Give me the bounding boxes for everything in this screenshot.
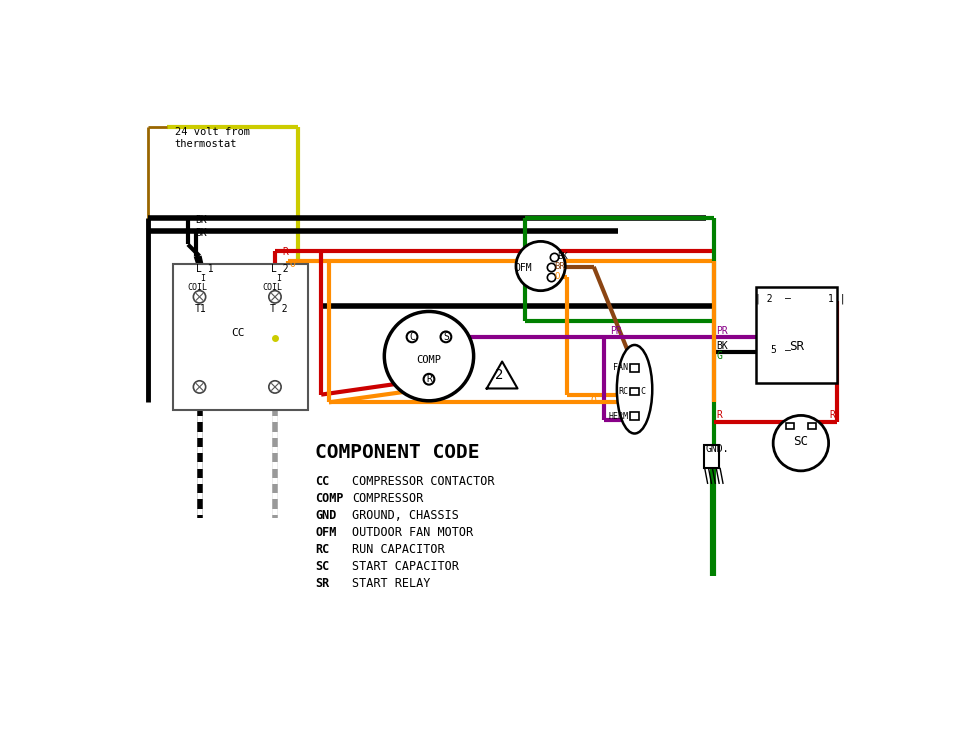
Circle shape [423, 374, 434, 385]
Text: I: I [200, 274, 205, 283]
Text: COMPRESSOR CONTACTOR: COMPRESSOR CONTACTOR [352, 475, 494, 488]
Bar [703, 445, 719, 467]
Text: 24 volt from
thermostat: 24 volt from thermostat [175, 127, 249, 149]
Text: T1: T1 [195, 304, 206, 314]
Text: C: C [409, 332, 415, 342]
Text: CC: CC [231, 328, 244, 338]
Text: 1 |: 1 | [827, 293, 845, 304]
Circle shape [269, 291, 281, 303]
Text: T 2: T 2 [270, 304, 288, 314]
Text: PR: PR [609, 326, 621, 336]
Text: PR: PR [716, 326, 728, 336]
Text: BK: BK [557, 252, 568, 261]
Text: OUTDOOR FAN MOTOR: OUTDOOR FAN MOTOR [352, 526, 472, 539]
Text: START RELAY: START RELAY [352, 577, 430, 590]
Bar [807, 423, 815, 429]
Text: RC: RC [618, 387, 628, 396]
Text: GND.: GND. [705, 443, 729, 453]
Bar [629, 364, 639, 372]
Text: BK: BK [716, 341, 728, 351]
Text: SC: SC [792, 435, 808, 448]
Text: RC: RC [315, 543, 329, 556]
Bar [629, 412, 639, 420]
Text: START CAPACITOR: START CAPACITOR [352, 559, 459, 573]
Circle shape [440, 332, 451, 342]
Text: | 2: | 2 [754, 293, 772, 304]
Text: OFM: OFM [315, 526, 336, 539]
Text: BK: BK [196, 228, 207, 238]
Text: HERM: HERM [607, 412, 628, 421]
Text: L 2: L 2 [271, 264, 289, 274]
Text: G: G [716, 351, 722, 361]
Text: OFM: OFM [514, 262, 532, 273]
Circle shape [269, 381, 281, 393]
Text: R: R [716, 410, 722, 421]
Text: CC: CC [315, 475, 329, 488]
Text: O: O [554, 272, 559, 281]
Text: SR: SR [315, 577, 329, 590]
Text: GROUND, CHASSIS: GROUND, CHASSIS [352, 509, 459, 522]
Text: R: R [425, 374, 431, 385]
Circle shape [193, 291, 205, 303]
Text: —: — [784, 293, 790, 303]
Circle shape [773, 415, 827, 470]
Text: I: I [276, 274, 281, 283]
Text: SR: SR [788, 339, 803, 353]
Text: COMP: COMP [315, 492, 343, 505]
Text: COMPONENT CODE: COMPONENT CODE [315, 443, 479, 462]
Text: RUN CAPACITOR: RUN CAPACITOR [352, 543, 444, 556]
Bar [785, 423, 793, 429]
Text: 2: 2 [494, 368, 503, 382]
Text: —: — [784, 345, 790, 355]
Text: O: O [289, 259, 295, 268]
Text: C: C [640, 387, 645, 396]
Circle shape [193, 381, 205, 393]
Text: COMP: COMP [416, 355, 441, 365]
Text: R: R [828, 410, 834, 421]
Circle shape [406, 332, 417, 342]
Circle shape [515, 241, 564, 291]
Bar [755, 287, 836, 383]
Bar [629, 388, 639, 395]
Text: COMPRESSOR: COMPRESSOR [352, 492, 422, 505]
Text: BR: BR [554, 262, 564, 271]
Bar [172, 264, 308, 410]
Text: R: R [283, 247, 289, 257]
Ellipse shape [616, 345, 651, 434]
Text: COIL: COIL [262, 283, 283, 292]
Text: SC: SC [315, 559, 329, 573]
Text: O: O [590, 396, 596, 406]
Text: COIL: COIL [187, 283, 207, 292]
Text: 5: 5 [770, 345, 776, 355]
Text: GND: GND [315, 509, 336, 522]
Text: FAN: FAN [613, 363, 628, 372]
Text: S: S [442, 332, 448, 342]
Text: BK: BK [196, 215, 207, 225]
Text: L 1: L 1 [196, 264, 213, 274]
Circle shape [384, 311, 473, 401]
